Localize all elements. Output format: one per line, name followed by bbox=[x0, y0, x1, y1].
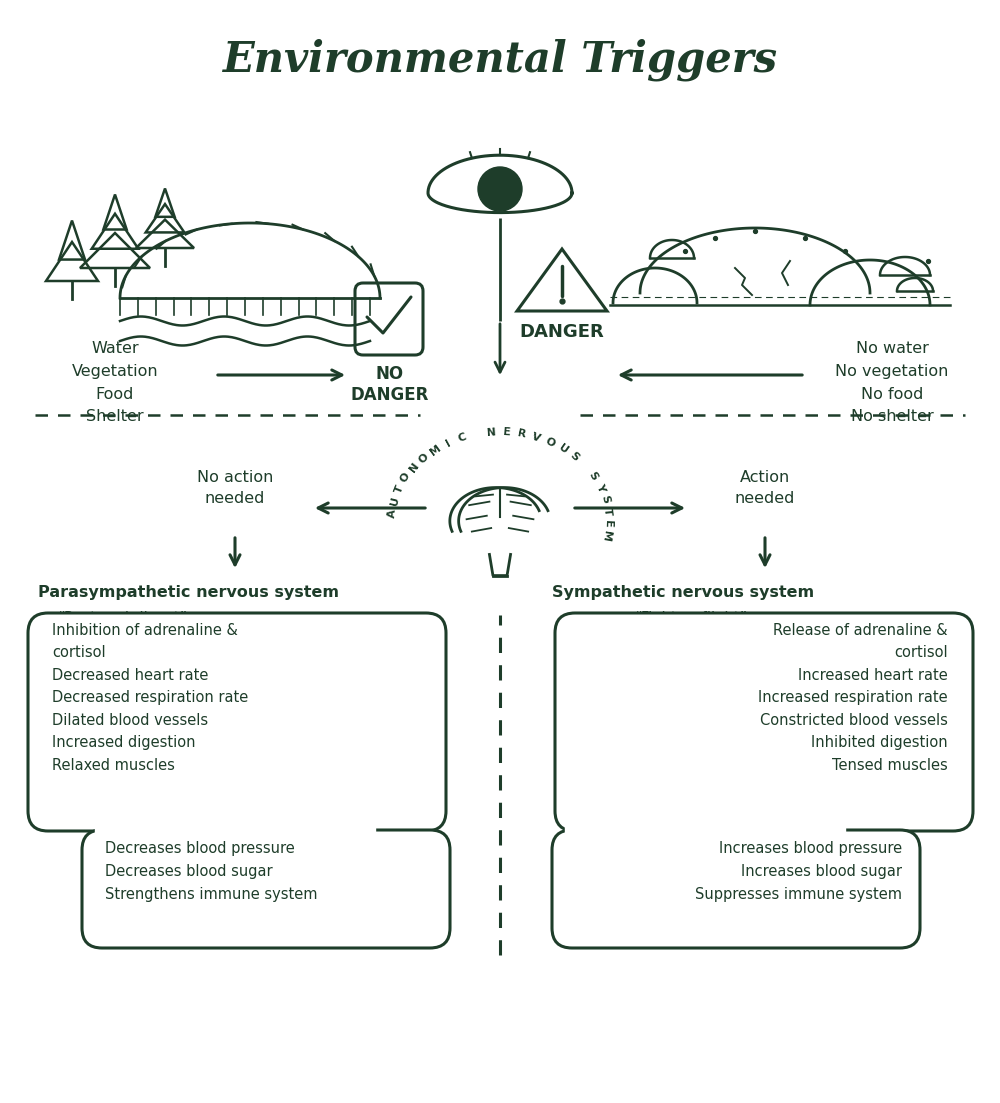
Text: N: N bbox=[486, 427, 496, 438]
FancyBboxPatch shape bbox=[28, 613, 446, 831]
Text: “Rest-and-digest”: “Rest-and-digest” bbox=[58, 611, 188, 627]
Text: E: E bbox=[603, 520, 613, 528]
Text: NO
DANGER: NO DANGER bbox=[351, 365, 429, 404]
Bar bbox=[565, 825, 845, 835]
Text: Parasympathetic nervous system: Parasympathetic nervous system bbox=[38, 585, 339, 600]
Text: U: U bbox=[389, 495, 401, 506]
Text: Environmental Triggers: Environmental Triggers bbox=[222, 38, 778, 81]
Text: Release of adrenaline &
cortisol
Increased heart rate
Increased respiration rate: Release of adrenaline & cortisol Increas… bbox=[758, 623, 948, 772]
Circle shape bbox=[478, 167, 522, 211]
Text: E: E bbox=[502, 427, 511, 438]
Text: T: T bbox=[602, 507, 613, 516]
FancyBboxPatch shape bbox=[552, 829, 920, 947]
Text: C: C bbox=[456, 432, 467, 445]
Text: N: N bbox=[407, 461, 421, 474]
Text: Decreases blood pressure
Decreases blood sugar
Strengthens immune system: Decreases blood pressure Decreases blood… bbox=[105, 840, 318, 901]
Text: Sympathetic nervous system: Sympathetic nervous system bbox=[552, 585, 814, 600]
Text: Inhibition of adrenaline &
cortisol
Decreased heart rate
Decreased respiration r: Inhibition of adrenaline & cortisol Decr… bbox=[52, 623, 248, 772]
Text: Action
needed: Action needed bbox=[735, 470, 795, 505]
Text: Water
Vegetation
Food
Shelter: Water Vegetation Food Shelter bbox=[72, 341, 158, 425]
Text: V: V bbox=[530, 431, 542, 443]
Text: O: O bbox=[544, 436, 557, 449]
Text: A: A bbox=[387, 508, 398, 518]
Text: No water
No vegetation
No food
No shelter: No water No vegetation No food No shelte… bbox=[835, 341, 949, 425]
Text: R: R bbox=[516, 428, 527, 440]
Text: DANGER: DANGER bbox=[520, 323, 604, 341]
FancyBboxPatch shape bbox=[555, 613, 973, 831]
Text: T: T bbox=[393, 484, 405, 494]
Text: Increases blood pressure
Increases blood sugar
Suppresses immune system: Increases blood pressure Increases blood… bbox=[695, 840, 902, 901]
Text: Y: Y bbox=[594, 482, 606, 493]
Text: S: S bbox=[568, 451, 581, 463]
Text: O: O bbox=[399, 471, 412, 484]
Text: M: M bbox=[428, 442, 443, 458]
Text: S: S bbox=[587, 471, 600, 482]
Text: U: U bbox=[556, 442, 570, 456]
Text: No action
needed: No action needed bbox=[197, 470, 273, 505]
Text: O: O bbox=[417, 451, 431, 465]
FancyBboxPatch shape bbox=[82, 829, 450, 947]
Text: M: M bbox=[600, 531, 612, 543]
Text: S: S bbox=[599, 494, 611, 504]
Text: “Fight-or-flight”: “Fight-or-flight” bbox=[635, 611, 748, 627]
Bar bbox=[95, 825, 375, 835]
Text: I: I bbox=[444, 438, 452, 449]
FancyBboxPatch shape bbox=[355, 283, 423, 355]
